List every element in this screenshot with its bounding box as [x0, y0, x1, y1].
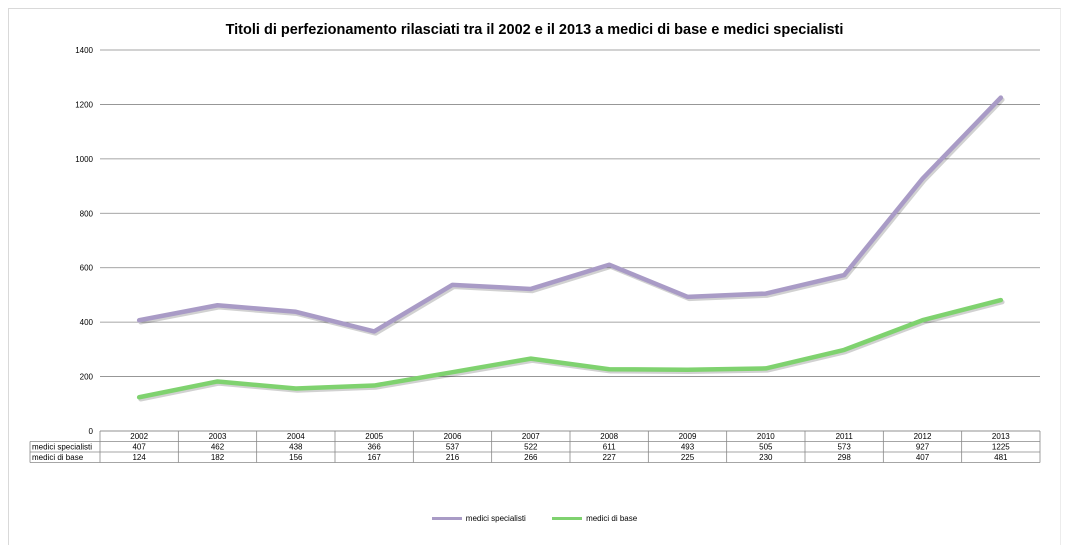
legend-swatch-base	[552, 517, 583, 520]
table-cell-0-2004: 438	[289, 443, 303, 452]
x-tick-2005: 2005	[365, 432, 383, 441]
series-line-0	[136, 95, 1004, 334]
legend-item-specialisti: medici specialisti	[431, 514, 526, 523]
table-cell-0-2006: 537	[446, 443, 460, 452]
y-tick-1400: 1400	[75, 46, 93, 55]
table-cell-0-2008: 611	[603, 443, 616, 452]
table-cell-1-2005: 167	[367, 453, 381, 462]
table-cell-0-2002: 407	[132, 443, 146, 452]
y-tick-1000: 1000	[75, 155, 93, 164]
table-cell-1-2007: 266	[524, 453, 538, 462]
table-cell-1-2010: 230	[759, 453, 773, 462]
x-tick-2002: 2002	[130, 432, 148, 441]
table-cell-0-2011: 573	[837, 443, 851, 452]
x-tick-2007: 2007	[522, 432, 540, 441]
x-tick-2006: 2006	[444, 432, 462, 441]
y-tick-800: 800	[80, 209, 94, 218]
x-tick-2013: 2013	[992, 432, 1010, 441]
table-cell-1-2009: 225	[681, 453, 695, 462]
x-tick-2010: 2010	[757, 432, 775, 441]
x-tick-2003: 2003	[209, 432, 227, 441]
y-tick-0: 0	[89, 427, 94, 436]
table-cell-0-2010: 505	[759, 443, 773, 452]
table-cell-0-2003: 462	[211, 443, 225, 452]
y-tick-200: 200	[80, 373, 94, 382]
table-cell-1-2002: 124	[132, 453, 146, 462]
y-tick-600: 600	[80, 264, 94, 273]
table-cell-1-2011: 298	[837, 453, 851, 462]
series-shadow-0	[138, 97, 1005, 336]
legend: medici specialisti medici di base	[0, 513, 1069, 523]
table-cell-1-2003: 182	[211, 453, 225, 462]
chart-title: Titoli di perfezionamento rilasciati tra…	[225, 22, 844, 38]
table-cell-1-2006: 216	[446, 453, 460, 462]
legend-label-base: medici di base	[586, 514, 638, 523]
table-cell-0-2013: 1225	[992, 443, 1010, 452]
legend-item-base: medici di base	[552, 514, 637, 523]
legend-swatch-specialisti	[431, 517, 462, 520]
table-cell-0-2012: 927	[916, 443, 930, 452]
table-cell-0-2009: 493	[681, 443, 695, 452]
table-cell-1-2008: 227	[602, 453, 616, 462]
table-cell-1-2013: 481	[994, 453, 1008, 462]
y-tick-400: 400	[80, 318, 94, 327]
legend-label-specialisti: medici specialisti	[465, 514, 526, 523]
x-tick-2011: 2011	[836, 432, 854, 441]
x-tick-2009: 2009	[679, 432, 697, 441]
chart-frame	[8, 8, 1061, 545]
table-cell-0-2005: 366	[367, 443, 381, 452]
y-tick-1200: 1200	[75, 100, 93, 109]
x-tick-2012: 2012	[914, 432, 932, 441]
table-cell-1-2004: 156	[289, 453, 303, 462]
table-cell-1-2012: 407	[916, 453, 930, 462]
x-tick-2004: 2004	[287, 432, 305, 441]
table-cell-0-2007: 522	[524, 443, 538, 452]
x-tick-2008: 2008	[600, 432, 618, 441]
series-line-1	[136, 297, 1004, 400]
table-row-label-1: medici di base	[32, 453, 84, 462]
table-row-label-0: medici specialisti	[32, 443, 92, 452]
